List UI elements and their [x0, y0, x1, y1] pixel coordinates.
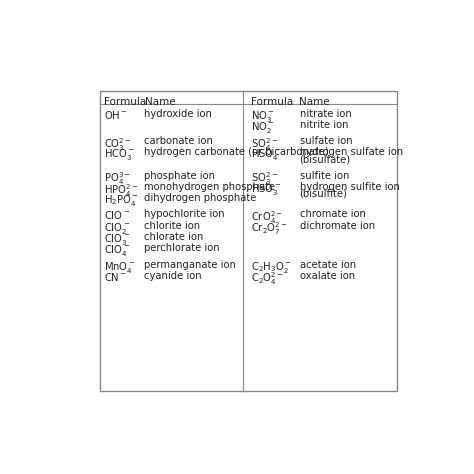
Text: permanganate ion: permanganate ion [145, 260, 237, 270]
Text: hydrogen sulfite ion: hydrogen sulfite ion [300, 182, 400, 192]
Text: ClO$_3^-$: ClO$_3^-$ [104, 232, 130, 247]
Text: Name: Name [145, 97, 175, 107]
Text: nitrite ion: nitrite ion [300, 120, 348, 130]
Text: (bisulfate): (bisulfate) [300, 154, 351, 164]
Text: CN$^-$: CN$^-$ [104, 271, 127, 283]
Text: perchlorate ion: perchlorate ion [145, 243, 220, 253]
Text: CrO$_4^{2-}$: CrO$_4^{2-}$ [251, 210, 283, 226]
Text: sulfite ion: sulfite ion [300, 171, 349, 181]
Text: ClO$_4^-$: ClO$_4^-$ [104, 243, 130, 258]
Text: C$_2$H$_3$O$_2^-$: C$_2$H$_3$O$_2^-$ [251, 260, 292, 274]
Text: acetate ion: acetate ion [300, 260, 356, 270]
Text: (bisulfite): (bisulfite) [300, 188, 347, 198]
Text: ClO$^-$: ClO$^-$ [104, 210, 130, 221]
Text: H$_2$PO$_4^-$: H$_2$PO$_4^-$ [104, 193, 139, 208]
Text: MnO$_4^-$: MnO$_4^-$ [104, 260, 136, 274]
Text: chlorite ion: chlorite ion [145, 220, 201, 231]
Text: phosphate ion: phosphate ion [145, 171, 216, 181]
Text: ClO$_2^-$: ClO$_2^-$ [104, 220, 130, 236]
Text: hydrogen sulfate ion: hydrogen sulfate ion [300, 147, 402, 157]
Text: Name: Name [300, 97, 330, 107]
Text: SO$_3^{2-}$: SO$_3^{2-}$ [251, 171, 278, 187]
Bar [100, 91, 397, 391]
Text: C$_2$O$_4^{2-}$: C$_2$O$_4^{2-}$ [251, 271, 283, 288]
Text: chlorate ion: chlorate ion [145, 232, 204, 242]
Text: CO$_3^{2-}$: CO$_3^{2-}$ [104, 137, 132, 153]
Text: HSO$_3^-$: HSO$_3^-$ [251, 182, 281, 197]
Text: hypochlorite ion: hypochlorite ion [145, 210, 225, 219]
Text: hydroxide ion: hydroxide ion [145, 109, 212, 118]
Text: HSO$_4^-$: HSO$_4^-$ [251, 147, 281, 163]
Text: NO$_2^-$: NO$_2^-$ [251, 120, 274, 135]
Text: Formula: Formula [251, 97, 293, 107]
Text: cyanide ion: cyanide ion [145, 271, 202, 281]
Text: OH$^-$: OH$^-$ [104, 109, 128, 120]
Text: nitrate ion: nitrate ion [300, 109, 351, 118]
Text: dichromate ion: dichromate ion [300, 220, 374, 231]
Text: sulfate ion: sulfate ion [300, 137, 352, 146]
Text: PO$_4^{3-}$: PO$_4^{3-}$ [104, 171, 131, 187]
Text: NO$_3^-$: NO$_3^-$ [251, 109, 274, 124]
Text: carbonate ion: carbonate ion [145, 137, 213, 146]
Text: SO$_4^{2-}$: SO$_4^{2-}$ [251, 137, 278, 153]
Text: HCO$_3^-$: HCO$_3^-$ [104, 147, 135, 163]
Text: chromate ion: chromate ion [300, 210, 365, 219]
Text: HPO$_4^{2-}$: HPO$_4^{2-}$ [104, 182, 139, 199]
Text: Cr$_2$O$_7^{2-}$: Cr$_2$O$_7^{2-}$ [251, 220, 288, 237]
Text: monohydrogen phosphate: monohydrogen phosphate [145, 182, 275, 192]
Text: oxalate ion: oxalate ion [300, 271, 355, 281]
Text: Formula: Formula [104, 97, 146, 107]
Text: hydrogen carbonate (or bicarbonate): hydrogen carbonate (or bicarbonate) [145, 147, 329, 157]
Text: dihydrogen phosphate: dihydrogen phosphate [145, 193, 257, 203]
